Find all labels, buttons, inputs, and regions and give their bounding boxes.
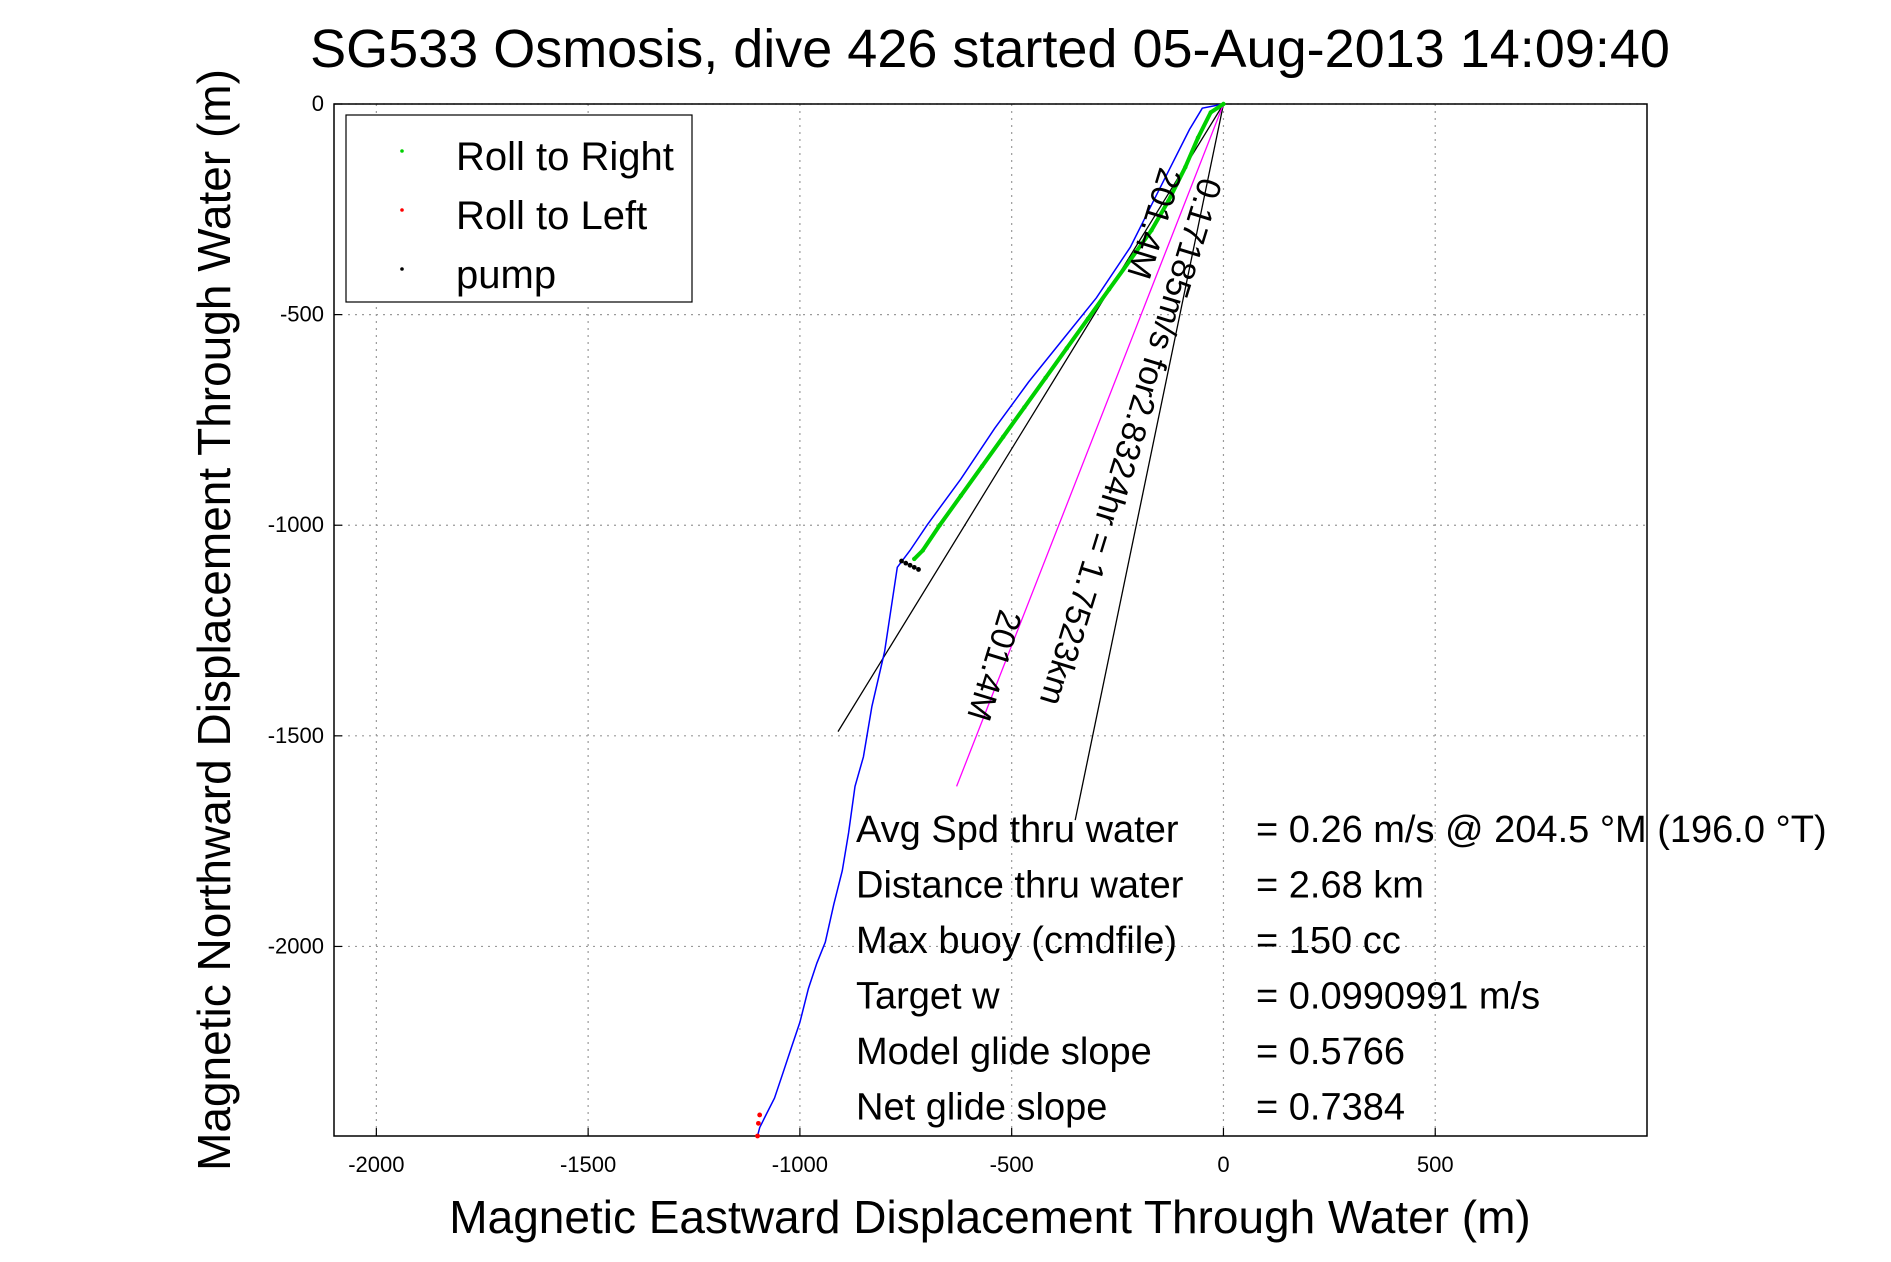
roll-right-point [1043,375,1048,380]
x-tick-label: -500 [990,1152,1034,1177]
stat-value: = 0.5766 [1256,1031,1405,1073]
stat-value: = 0.26 m/s @ 204.5 °M (196.0 °T) [1256,809,1827,851]
pump-point [907,562,913,568]
x-tick-label: 0 [1217,1152,1229,1177]
y-tick-label: -1500 [268,723,324,748]
roll-right-point [1085,316,1091,322]
roll-right-point [1128,257,1133,263]
legend: Roll to Right Roll to Left pump [345,114,693,303]
legend-box [345,114,693,303]
x-tick-label: -1000 [772,1152,828,1177]
roll-right-point [1106,287,1112,292]
dive-stats: Avg Spd thru water = 0.26 m/s @ 204.5 °M … [856,809,1827,1129]
roll-right-point [937,523,942,528]
plot-frame [333,103,1648,1137]
stat-label: Max buoy (cmdfile) [856,920,1177,962]
roll-left-point [757,1112,763,1118]
roll-right-point [1064,346,1069,351]
y-tick-label: -2000 [268,933,324,958]
pump-point [911,564,917,570]
roll-left-point [755,1120,761,1126]
chart-title: SG533 Osmosis, dive 426 started 05-Aug-2… [310,19,1670,79]
roll-right-point [1221,101,1226,107]
stat-value: = 150 cc [1256,920,1401,962]
stat-label: Model glide slope [856,1031,1152,1073]
y-axis-label: Magnetic Northward Displacement Through … [188,69,240,1171]
heading-line [955,103,1225,787]
roll-right-point [958,493,964,498]
pump-point [899,558,904,564]
current-vector-line [1074,103,1225,821]
annotation-heading-lower: 201.4M [959,606,1028,726]
legend-label-pump: pump [456,253,556,297]
track-line [756,103,1224,1137]
stat-label: Net glide slope [856,1087,1107,1129]
stat-value: = 0.7384 [1256,1087,1405,1129]
axis-ticks: -2000 -1500 -1000 -500 0 500 0 -500 -1000 -1500 -2… [268,91,1454,1177]
y-tick-label: 0 [312,91,324,116]
roll-right-point [1183,164,1188,170]
roll-right-point [920,548,925,553]
series-layer [755,101,1226,1139]
stat-label: Distance thru water [856,865,1184,907]
legend-marker-pump [400,267,404,271]
stat-value: = 0.0990991 m/s [1256,976,1540,1018]
roll-right-point [1001,434,1006,439]
roll-left-point [755,1133,760,1139]
x-axis-label: Magnetic Eastward Displacement Through W… [449,1191,1530,1243]
roll-right-point [1208,110,1213,115]
roll-right-point [1149,228,1154,233]
x-tick-label: -1500 [560,1152,616,1177]
stat-label: Avg Spd thru water [856,809,1179,851]
x-tick-label: 500 [1417,1152,1454,1177]
roll-right-point [979,464,985,469]
roll-right-point [1166,198,1171,204]
current-vector-line [837,103,1225,732]
pump-point [916,567,921,572]
roll-right-point [1195,135,1201,140]
legend-label-roll-left: Roll to Left [456,194,647,238]
roll-right-point [912,556,917,562]
pump-point [903,560,909,566]
roll-right-series [912,102,1226,561]
stat-value: = 2.68 km [1256,865,1424,907]
stat-label: Target w [856,976,1000,1018]
y-tick-label: -500 [280,302,324,327]
legend-marker-roll-right [400,149,404,153]
x-tick-label: -2000 [348,1152,404,1177]
y-tick-label: -1000 [268,512,324,537]
legend-label-roll-right: Roll to Right [456,135,674,179]
legend-marker-roll-left [400,208,404,212]
roll-right-point [1022,405,1027,410]
